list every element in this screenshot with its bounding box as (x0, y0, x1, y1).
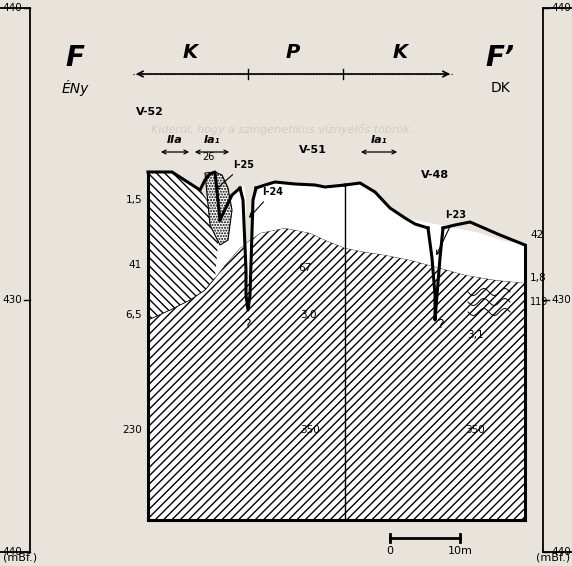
Text: 3,0: 3,0 (300, 310, 316, 320)
Polygon shape (215, 182, 345, 285)
Text: 10m: 10m (447, 546, 472, 556)
Text: 230: 230 (122, 425, 142, 435)
Text: ?: ? (436, 319, 443, 332)
Text: F’: F’ (486, 44, 514, 72)
Polygon shape (148, 172, 225, 320)
Text: I-23: I-23 (436, 210, 466, 254)
Text: 1,5: 1,5 (125, 195, 142, 205)
Text: Kiderül, hogy a szingenetikus víznyelős töbrök...: Kiderül, hogy a szingenetikus víznyelős … (152, 125, 420, 135)
Polygon shape (345, 183, 525, 283)
Text: Ia₁: Ia₁ (371, 135, 387, 145)
Polygon shape (205, 172, 232, 245)
Text: I-24: I-24 (250, 187, 283, 217)
Text: ÉNy: ÉNy (61, 80, 89, 96)
Text: 3,1: 3,1 (467, 330, 483, 340)
Text: (mBf.): (mBf.) (536, 553, 570, 563)
Text: 350: 350 (300, 425, 320, 435)
Text: 440: 440 (2, 3, 22, 13)
Text: 42: 42 (530, 230, 543, 240)
Text: 6,5: 6,5 (125, 310, 142, 320)
Text: 119: 119 (530, 297, 549, 307)
Polygon shape (148, 228, 525, 520)
Text: 430: 430 (551, 295, 571, 305)
Text: 350: 350 (465, 425, 485, 435)
Text: 26: 26 (202, 152, 214, 162)
Text: P: P (286, 44, 300, 62)
Text: F: F (66, 44, 85, 72)
Text: 430: 430 (2, 295, 22, 305)
Text: 0: 0 (387, 546, 394, 556)
Text: I-25: I-25 (216, 160, 254, 190)
Text: IIa: IIa (167, 135, 183, 145)
Text: 440: 440 (551, 3, 571, 13)
Text: V-48: V-48 (421, 170, 449, 180)
Text: 440: 440 (2, 547, 22, 557)
Text: 440: 440 (551, 547, 571, 557)
Text: K: K (392, 44, 408, 62)
Text: Ia₁: Ia₁ (204, 135, 220, 145)
Text: 1,8: 1,8 (530, 273, 547, 283)
Text: ?: ? (244, 319, 251, 332)
Text: 67: 67 (299, 263, 312, 273)
Text: DK: DK (490, 81, 510, 95)
Text: K: K (182, 44, 197, 62)
Text: (mBf.): (mBf.) (3, 553, 37, 563)
Text: 41: 41 (129, 260, 142, 270)
Text: 1,7: 1,7 (301, 215, 318, 225)
Text: V-52: V-52 (136, 107, 164, 117)
Text: V-51: V-51 (299, 145, 327, 155)
Text: 60: 60 (350, 200, 362, 210)
